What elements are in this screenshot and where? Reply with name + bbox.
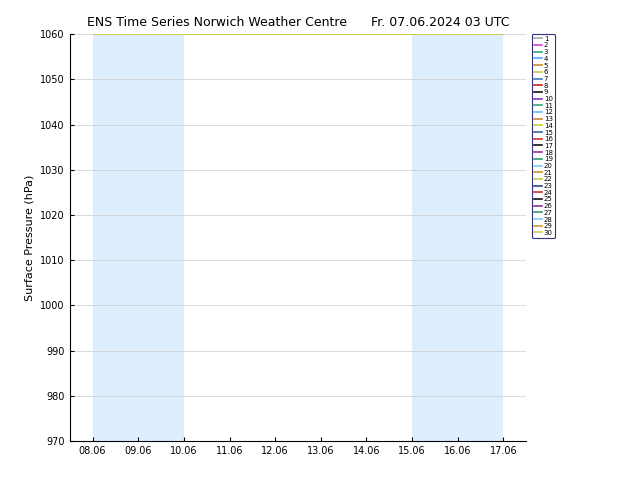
Legend: 1, 2, 3, 4, 5, 6, 7, 8, 9, 10, 11, 12, 13, 14, 15, 16, 17, 18, 19, 20, 21, 22, 2: 1, 2, 3, 4, 5, 6, 7, 8, 9, 10, 11, 12, 1… xyxy=(532,34,555,238)
Bar xyxy=(412,34,503,441)
Title: ENS Time Series Norwich Weather Centre      Fr. 07.06.2024 03 UTC: ENS Time Series Norwich Weather Centre F… xyxy=(87,16,509,29)
Bar xyxy=(93,34,184,441)
Y-axis label: Surface Pressure (hPa): Surface Pressure (hPa) xyxy=(25,174,35,301)
